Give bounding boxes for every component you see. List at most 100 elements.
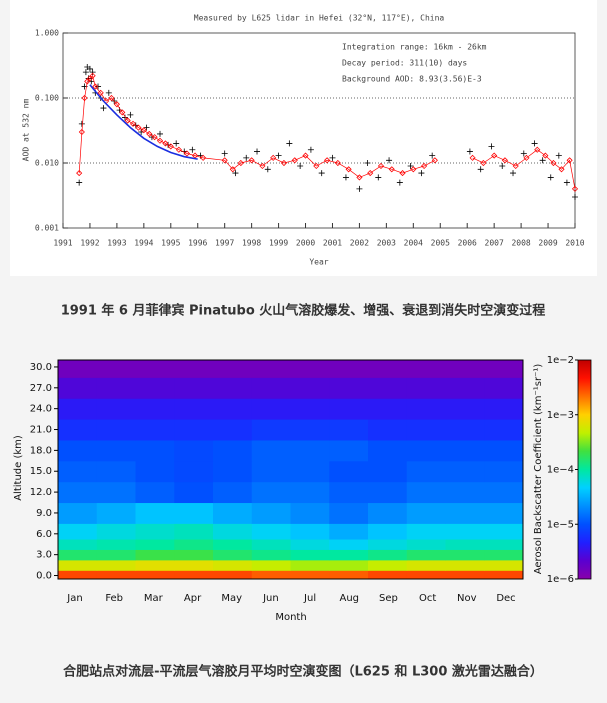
heat-cell: [290, 419, 330, 441]
heat-cell: [290, 549, 330, 561]
heat-cell: [329, 460, 369, 483]
heat-cell: [484, 570, 524, 580]
heat-cell: [96, 502, 136, 524]
point: [375, 174, 382, 181]
point: [313, 162, 320, 170]
x-tick-label: 2006: [458, 239, 477, 248]
heat-cell: [135, 502, 175, 524]
heat-cell: [329, 481, 369, 504]
heat-cell: [135, 539, 175, 550]
point: [121, 114, 128, 121]
point: [342, 174, 349, 181]
x-tick-label: 2009: [538, 239, 557, 248]
heat-cell: [329, 419, 369, 441]
point: [302, 152, 309, 159]
colorbar-tick-label: 1e−3: [547, 410, 574, 421]
point: [356, 174, 363, 181]
point: [431, 157, 438, 164]
heat-cell: [174, 439, 214, 462]
point: [129, 120, 137, 127]
colorbar: [577, 359, 592, 580]
x-tick-label: Dec: [496, 593, 515, 604]
heat-cell: [58, 439, 98, 462]
y-axis-label: Altitude (km): [13, 435, 24, 501]
caption: 合肥站点对流层-平流层气溶胶月平均时空演变图（L625 和 L300 激光雷达融…: [63, 664, 543, 680]
heat-cell: [213, 398, 253, 420]
heat-cell: [445, 419, 485, 441]
point: [469, 154, 476, 161]
heat-cell: [135, 377, 175, 399]
point: [572, 193, 578, 200]
y-tick-label: 0.001: [35, 224, 59, 233]
heat-cell: [484, 460, 524, 483]
point: [232, 170, 239, 177]
x-tick-label: Oct: [419, 593, 436, 604]
point: [501, 157, 509, 164]
plot-frame: [62, 32, 576, 229]
heat-cell: [213, 570, 253, 580]
point: [173, 140, 180, 147]
point: [407, 162, 414, 169]
heat-cell: [445, 539, 485, 550]
x-tick-label: 1996: [188, 239, 207, 248]
heat-cell: [96, 570, 136, 580]
heat-cell: [174, 559, 214, 571]
point: [550, 159, 557, 167]
y-tick-label: 3.0: [36, 550, 52, 561]
x-tick-label: 2005: [431, 239, 450, 248]
point: [297, 162, 304, 169]
heat-cell: [251, 439, 291, 462]
chart-title: Measured by L625 lidar in Hefei (32°N, 1…: [194, 14, 445, 23]
x-tick-label: 2008: [511, 239, 530, 248]
heat-cell: [174, 539, 214, 550]
heat-cell: [58, 539, 98, 550]
heat-cell: [406, 549, 446, 561]
x-tick-label: 2007: [485, 239, 504, 248]
colorbar-tick-label: 1e−5: [547, 519, 574, 530]
heat-cell: [58, 502, 98, 524]
y-tick-label: 12.0: [30, 487, 52, 498]
point: [243, 154, 250, 161]
x-tick-label: Jun: [262, 593, 279, 604]
x-tick-label: Jul: [303, 593, 316, 604]
heat-cell: [58, 481, 98, 504]
heat-cell: [96, 419, 136, 441]
heat-cell: [445, 439, 485, 462]
heat-cell: [58, 460, 98, 483]
heat-cell: [368, 523, 408, 540]
heat-cell: [251, 570, 291, 580]
point: [81, 94, 88, 102]
x-axis-label: Month: [275, 612, 306, 623]
aod-chart: Measured by L625 lidar in Hefei (32°N, 1…: [22, 14, 585, 267]
heat-cell: [58, 559, 98, 571]
heat-cell: [251, 377, 291, 399]
heat-cell: [368, 398, 408, 420]
point: [542, 152, 549, 159]
point: [396, 179, 403, 186]
point: [318, 170, 325, 177]
point: [386, 157, 393, 164]
heat-cell: [406, 377, 446, 399]
heat-cell: [368, 559, 408, 571]
heat-cell: [484, 439, 524, 462]
heat-cell: [329, 360, 369, 378]
point: [356, 185, 363, 192]
heat-cell: [484, 419, 524, 441]
heat-cell: [290, 559, 330, 571]
heat-cell: [135, 419, 175, 441]
heat-cell: [368, 539, 408, 550]
point: [156, 137, 164, 144]
heat-cell: [484, 377, 524, 399]
heat-cell: [445, 570, 485, 580]
point: [183, 150, 191, 157]
y-tick-label: 0.0: [36, 571, 52, 582]
x-tick-label: Aug: [340, 593, 360, 604]
point: [531, 140, 538, 147]
point: [200, 154, 207, 161]
y-tick-label: 21.0: [30, 425, 52, 436]
heat-cell: [213, 460, 253, 483]
point: [221, 150, 228, 157]
heat-cell: [445, 523, 485, 540]
point: [162, 140, 169, 147]
